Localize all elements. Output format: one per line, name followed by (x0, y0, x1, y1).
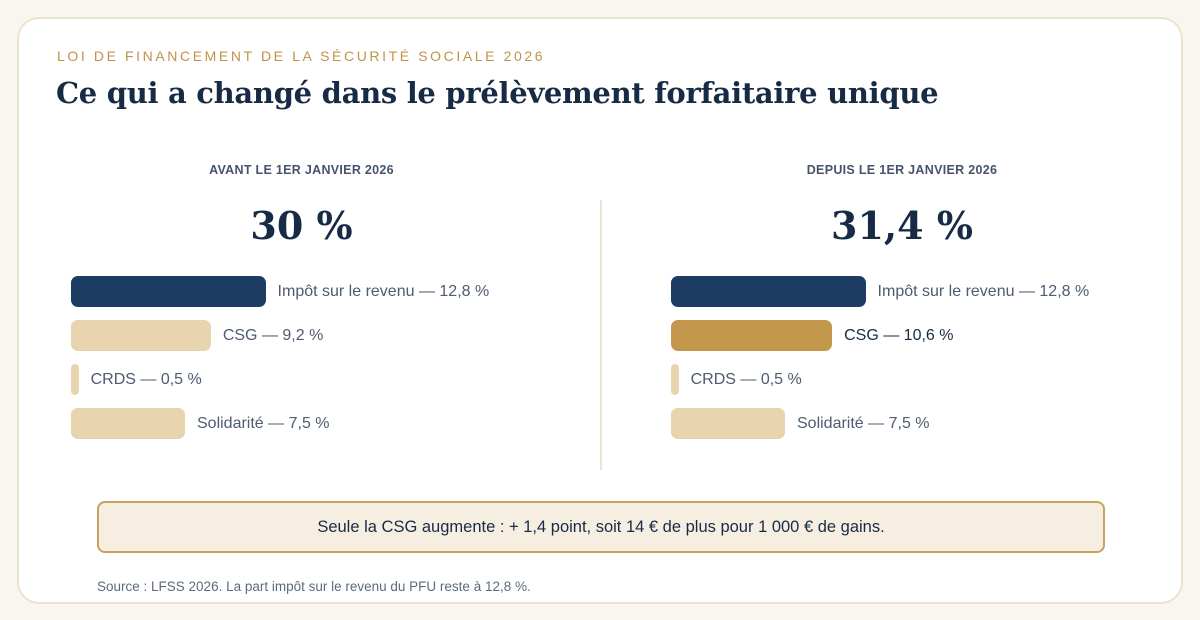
bar-solidarité (671, 408, 785, 439)
bar-impôt-sur-le-revenu (71, 276, 266, 307)
bar-crds (671, 364, 679, 395)
bar-label: Solidarité — 7,5 % (197, 414, 330, 432)
panel-after: DEPUIS LE 1ER JANVIER 2026 31,4 % Impôt … (619, 159, 1179, 479)
bar-label: CRDS — 0,5 % (690, 370, 802, 388)
bar-row-crds: CRDS — 0,5 % (671, 364, 802, 395)
panel-before-total: 30 % (250, 203, 353, 248)
bar-label: Impôt sur le revenu — 12,8 % (877, 282, 1090, 300)
bar-csg (671, 320, 833, 351)
bar-label: Solidarité — 7,5 % (797, 414, 930, 432)
bar-impôt-sur-le-revenu (671, 276, 866, 307)
bar-label: CSG — 10,6 % (844, 326, 954, 344)
bar-row-solidarité: Solidarité — 7,5 % (71, 408, 330, 439)
panel-after-total: 31,4 % (831, 203, 973, 248)
bar-solidarité (71, 408, 185, 439)
page-title: Ce qui a changé dans le prélèvement forf… (56, 76, 939, 110)
bar-row-solidarité: Solidarité — 7,5 % (671, 408, 930, 439)
infographic-card: LOI DE FINANCEMENT DE LA SÉCURITÉ SOCIAL… (17, 17, 1183, 604)
bar-csg (71, 320, 211, 351)
source-note: Source : LFSS 2026. La part impôt sur le… (97, 579, 531, 594)
bar-label: Impôt sur le revenu — 12,8 % (277, 282, 490, 300)
bar-row-impôt-sur-le-revenu: Impôt sur le revenu — 12,8 % (71, 276, 489, 307)
bar-label: CSG — 9,2 % (222, 326, 324, 344)
bar-row-impôt-sur-le-revenu: Impôt sur le revenu — 12,8 % (671, 276, 1089, 307)
callout-box: Seule la CSG augmente : + 1,4 point, soi… (97, 501, 1105, 553)
eyebrow-label: LOI DE FINANCEMENT DE LA SÉCURITÉ SOCIAL… (57, 48, 546, 64)
panel-divider (600, 200, 602, 470)
panel-after-title: DEPUIS LE 1ER JANVIER 2026 (806, 163, 998, 177)
panel-before: AVANT LE 1ER JANVIER 2026 30 % Impôt sur… (19, 159, 579, 479)
bar-row-crds: CRDS — 0,5 % (71, 364, 202, 395)
bar-crds (71, 364, 79, 395)
bar-row-csg: CSG — 9,2 % (71, 320, 323, 351)
bar-label: CRDS — 0,5 % (90, 370, 202, 388)
callout-text: Seule la CSG augmente : + 1,4 point, soi… (317, 517, 885, 536)
panel-before-title: AVANT LE 1ER JANVIER 2026 (209, 163, 394, 177)
bar-row-csg: CSG — 10,6 % (671, 320, 953, 351)
